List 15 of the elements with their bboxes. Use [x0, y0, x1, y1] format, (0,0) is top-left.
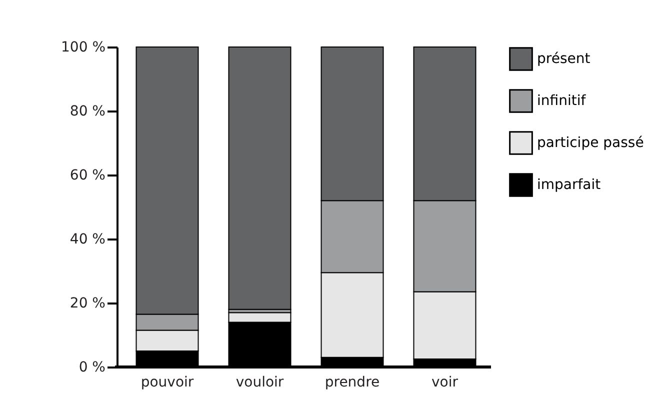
- legend-label: participe passé: [537, 135, 644, 151]
- legend-label: infinitif: [537, 93, 587, 109]
- x-tick-label: vouloir: [236, 374, 284, 390]
- x-tick-label: prendre: [324, 374, 380, 390]
- legend-label: imparfait: [537, 177, 602, 193]
- x-tick-label: voir: [432, 374, 458, 390]
- y-tick-label: 20 %: [70, 296, 106, 312]
- x-tick-label: pouvoir: [140, 374, 194, 390]
- y-tick-label: 0 %: [78, 360, 106, 376]
- y-tick-label: 40 %: [70, 232, 106, 248]
- y-tick-label: 100 %: [61, 40, 106, 56]
- y-tick-label: 60 %: [70, 168, 106, 184]
- bar: [228, 46, 292, 310]
- legend-label: présent: [537, 51, 591, 67]
- y-tick-label: 80 %: [70, 104, 106, 120]
